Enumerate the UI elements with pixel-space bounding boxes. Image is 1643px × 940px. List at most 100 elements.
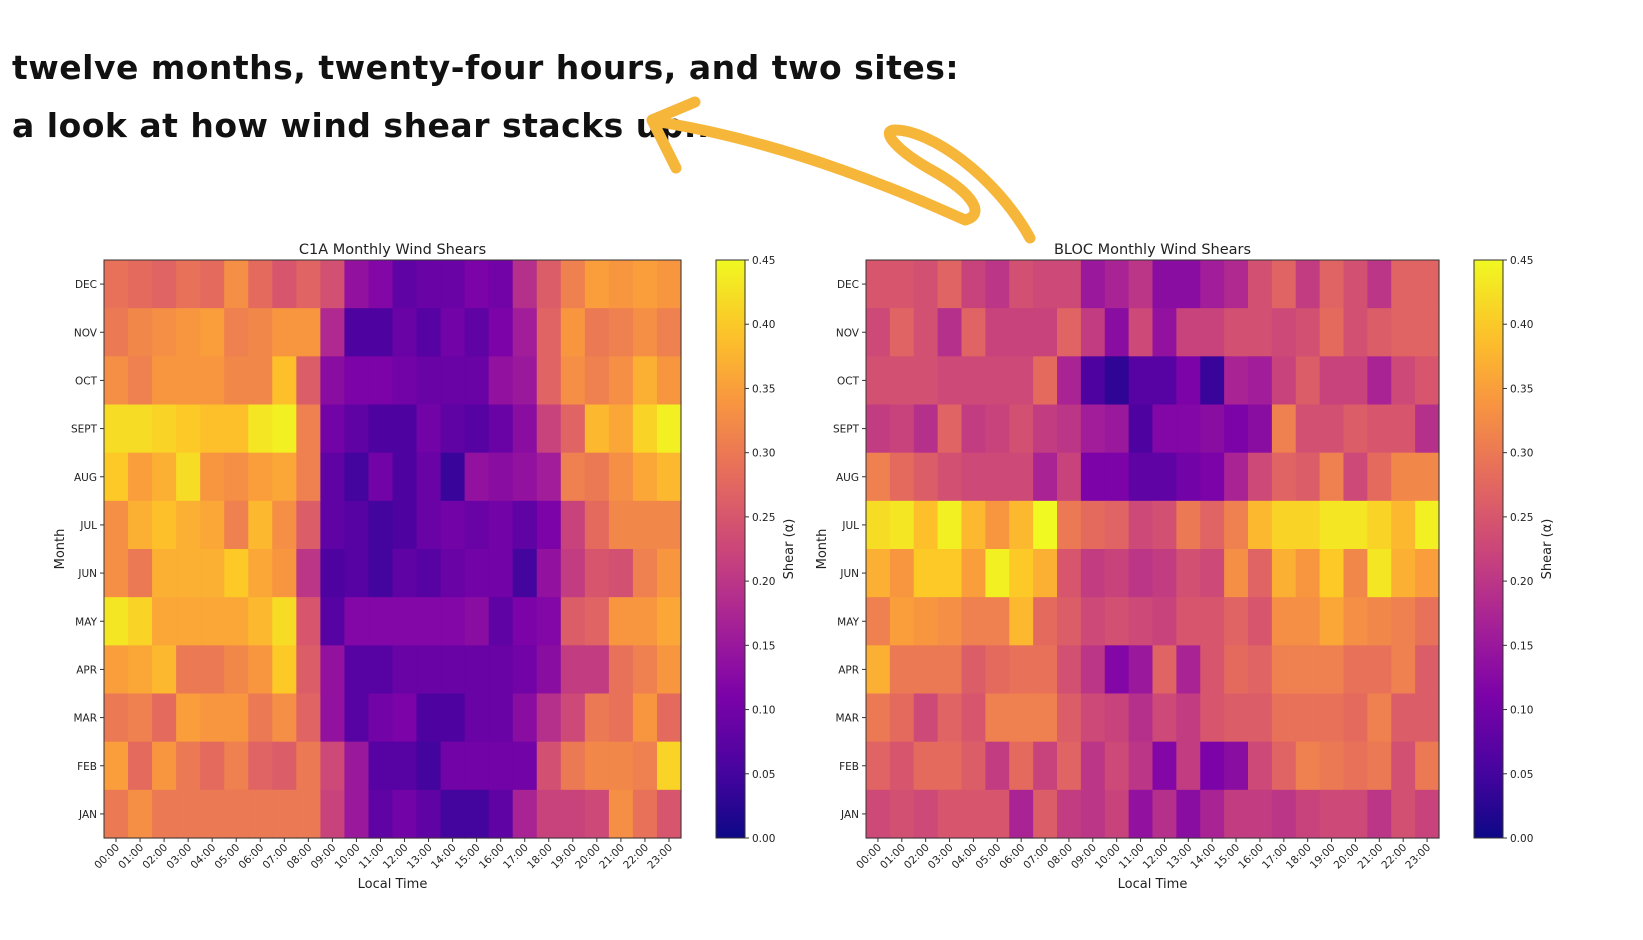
heatmap-cell — [1080, 404, 1106, 454]
heatmap-cell — [937, 500, 963, 550]
heatmap-cell — [1224, 693, 1249, 743]
heatmap-cell — [1033, 308, 1058, 357]
heatmap-cell — [488, 693, 514, 743]
heatmap-cell — [152, 789, 177, 839]
heatmap-cell — [889, 645, 915, 695]
x-tick-label: 19:00 — [1308, 842, 1338, 872]
heatmap-cell — [584, 549, 610, 598]
heatmap-cell — [937, 693, 963, 743]
heatmap-cell — [1391, 789, 1416, 839]
x-tick-label: 15:00 — [453, 842, 483, 872]
heatmap-cell — [1271, 404, 1297, 454]
heatmap-cell — [320, 549, 346, 598]
heatmap-cell — [889, 452, 915, 502]
heatmap-cell — [1295, 356, 1321, 406]
x-tick-label: 03:00 — [926, 842, 956, 872]
heatmap-cell — [937, 789, 963, 839]
heatmap-cell — [560, 356, 586, 406]
heatmap-cell — [1104, 308, 1130, 357]
y-tick-label: APR — [76, 664, 97, 676]
heatmap-cell — [632, 500, 658, 550]
heatmap-cell — [272, 693, 297, 743]
heatmap-cell — [584, 693, 610, 743]
heatmap-cell — [1224, 645, 1249, 695]
heatmap-cell — [1057, 693, 1082, 743]
heatmap-cell — [866, 260, 891, 309]
heatmap-cell — [961, 741, 986, 791]
heatmap-cell — [985, 260, 1010, 309]
heatmap-cell — [1033, 693, 1058, 743]
heatmap-cell — [584, 260, 610, 309]
heatmap-cell — [608, 741, 634, 791]
heatmap-cell — [104, 356, 129, 406]
plot-frame — [865, 259, 1440, 839]
heatmap-cell — [1224, 404, 1249, 454]
heatmap-cell — [1319, 260, 1345, 309]
heatmap-cell — [512, 500, 538, 550]
heatmap-cell — [1248, 260, 1273, 309]
heatmap-cell — [368, 789, 394, 839]
x-tick-label: 21:00 — [1356, 842, 1386, 872]
x-tick-label: 12:00 — [381, 842, 411, 872]
heatmap-cell — [176, 549, 201, 598]
heatmap-cell — [1176, 260, 1201, 309]
heatmap-cell — [296, 693, 321, 743]
heatmap-cell — [368, 404, 394, 454]
heatmap-cell — [1248, 308, 1273, 357]
heatmap-cell — [272, 260, 297, 309]
heatmap-cell — [1080, 789, 1106, 839]
heatmap-cell — [416, 789, 442, 839]
heatmap-cell — [632, 693, 658, 743]
heatmap-cell — [985, 645, 1010, 695]
heatmap-cell — [1152, 645, 1177, 695]
colorbar-tick-label: 0.15 — [752, 640, 775, 652]
heatmap-cell — [344, 597, 370, 646]
heatmap-cell — [1128, 500, 1154, 550]
x-tick-label: 07:00 — [1021, 842, 1051, 872]
heatmap-cell — [889, 260, 915, 309]
heatmap-cell — [1343, 260, 1368, 309]
heatmap-cell — [1343, 549, 1368, 598]
heatmap-cell — [1176, 645, 1201, 695]
colorbar-tick-label: 0.15 — [1510, 640, 1533, 652]
heatmap-cell — [248, 741, 273, 791]
heatmap-cell — [1033, 500, 1058, 550]
heatmap-cell — [608, 260, 634, 309]
heatmap-cell — [961, 260, 986, 309]
heatmap-cell — [913, 356, 939, 406]
heatmap-cell — [248, 308, 273, 357]
heatmap-cell — [961, 549, 986, 598]
heatmap-cell — [1080, 741, 1106, 791]
heatmap-cell — [584, 356, 610, 406]
heatmap-cell — [1057, 645, 1082, 695]
heatmap-cell — [1367, 260, 1392, 309]
heatmap-cell — [248, 500, 273, 550]
x-tick-label: 20:00 — [573, 842, 603, 872]
annotation-line-2: a look at how wind shear stacks up... — [12, 106, 724, 145]
heatmap-cell — [320, 260, 346, 309]
heatmap-cell — [1033, 741, 1058, 791]
colorbar: 0.00 0.05 0.10 0.15 0.20 0.25 0.30 0.35 0.40 0.45… — [715, 255, 797, 845]
heatmap-cell — [1057, 500, 1082, 550]
y-tick-label: FEB — [839, 761, 859, 773]
y-axis-label: Month — [815, 529, 830, 570]
heatmap-cell — [104, 404, 129, 454]
heatmap-cell — [1391, 260, 1416, 309]
heatmap-cell — [464, 645, 490, 695]
y-tick-label: AUG — [836, 472, 859, 484]
heatmap-cell — [200, 452, 225, 502]
heatmap-cell — [1343, 404, 1368, 454]
heatmap-cell — [1057, 308, 1082, 357]
heatmap-cell — [560, 404, 586, 454]
x-tick-label: 14:00 — [429, 842, 459, 872]
y-tick-label: APR — [838, 664, 859, 676]
heatmap-cell — [464, 260, 490, 309]
heatmap-cell — [224, 693, 249, 743]
heatmap-cell — [176, 741, 201, 791]
x-tick-label: 17:00 — [501, 842, 531, 872]
heatmap-cell — [632, 308, 658, 357]
heatmap-cell — [200, 741, 225, 791]
heatmap-cell — [1152, 356, 1177, 406]
x-tick-label: 20:00 — [1332, 842, 1362, 872]
